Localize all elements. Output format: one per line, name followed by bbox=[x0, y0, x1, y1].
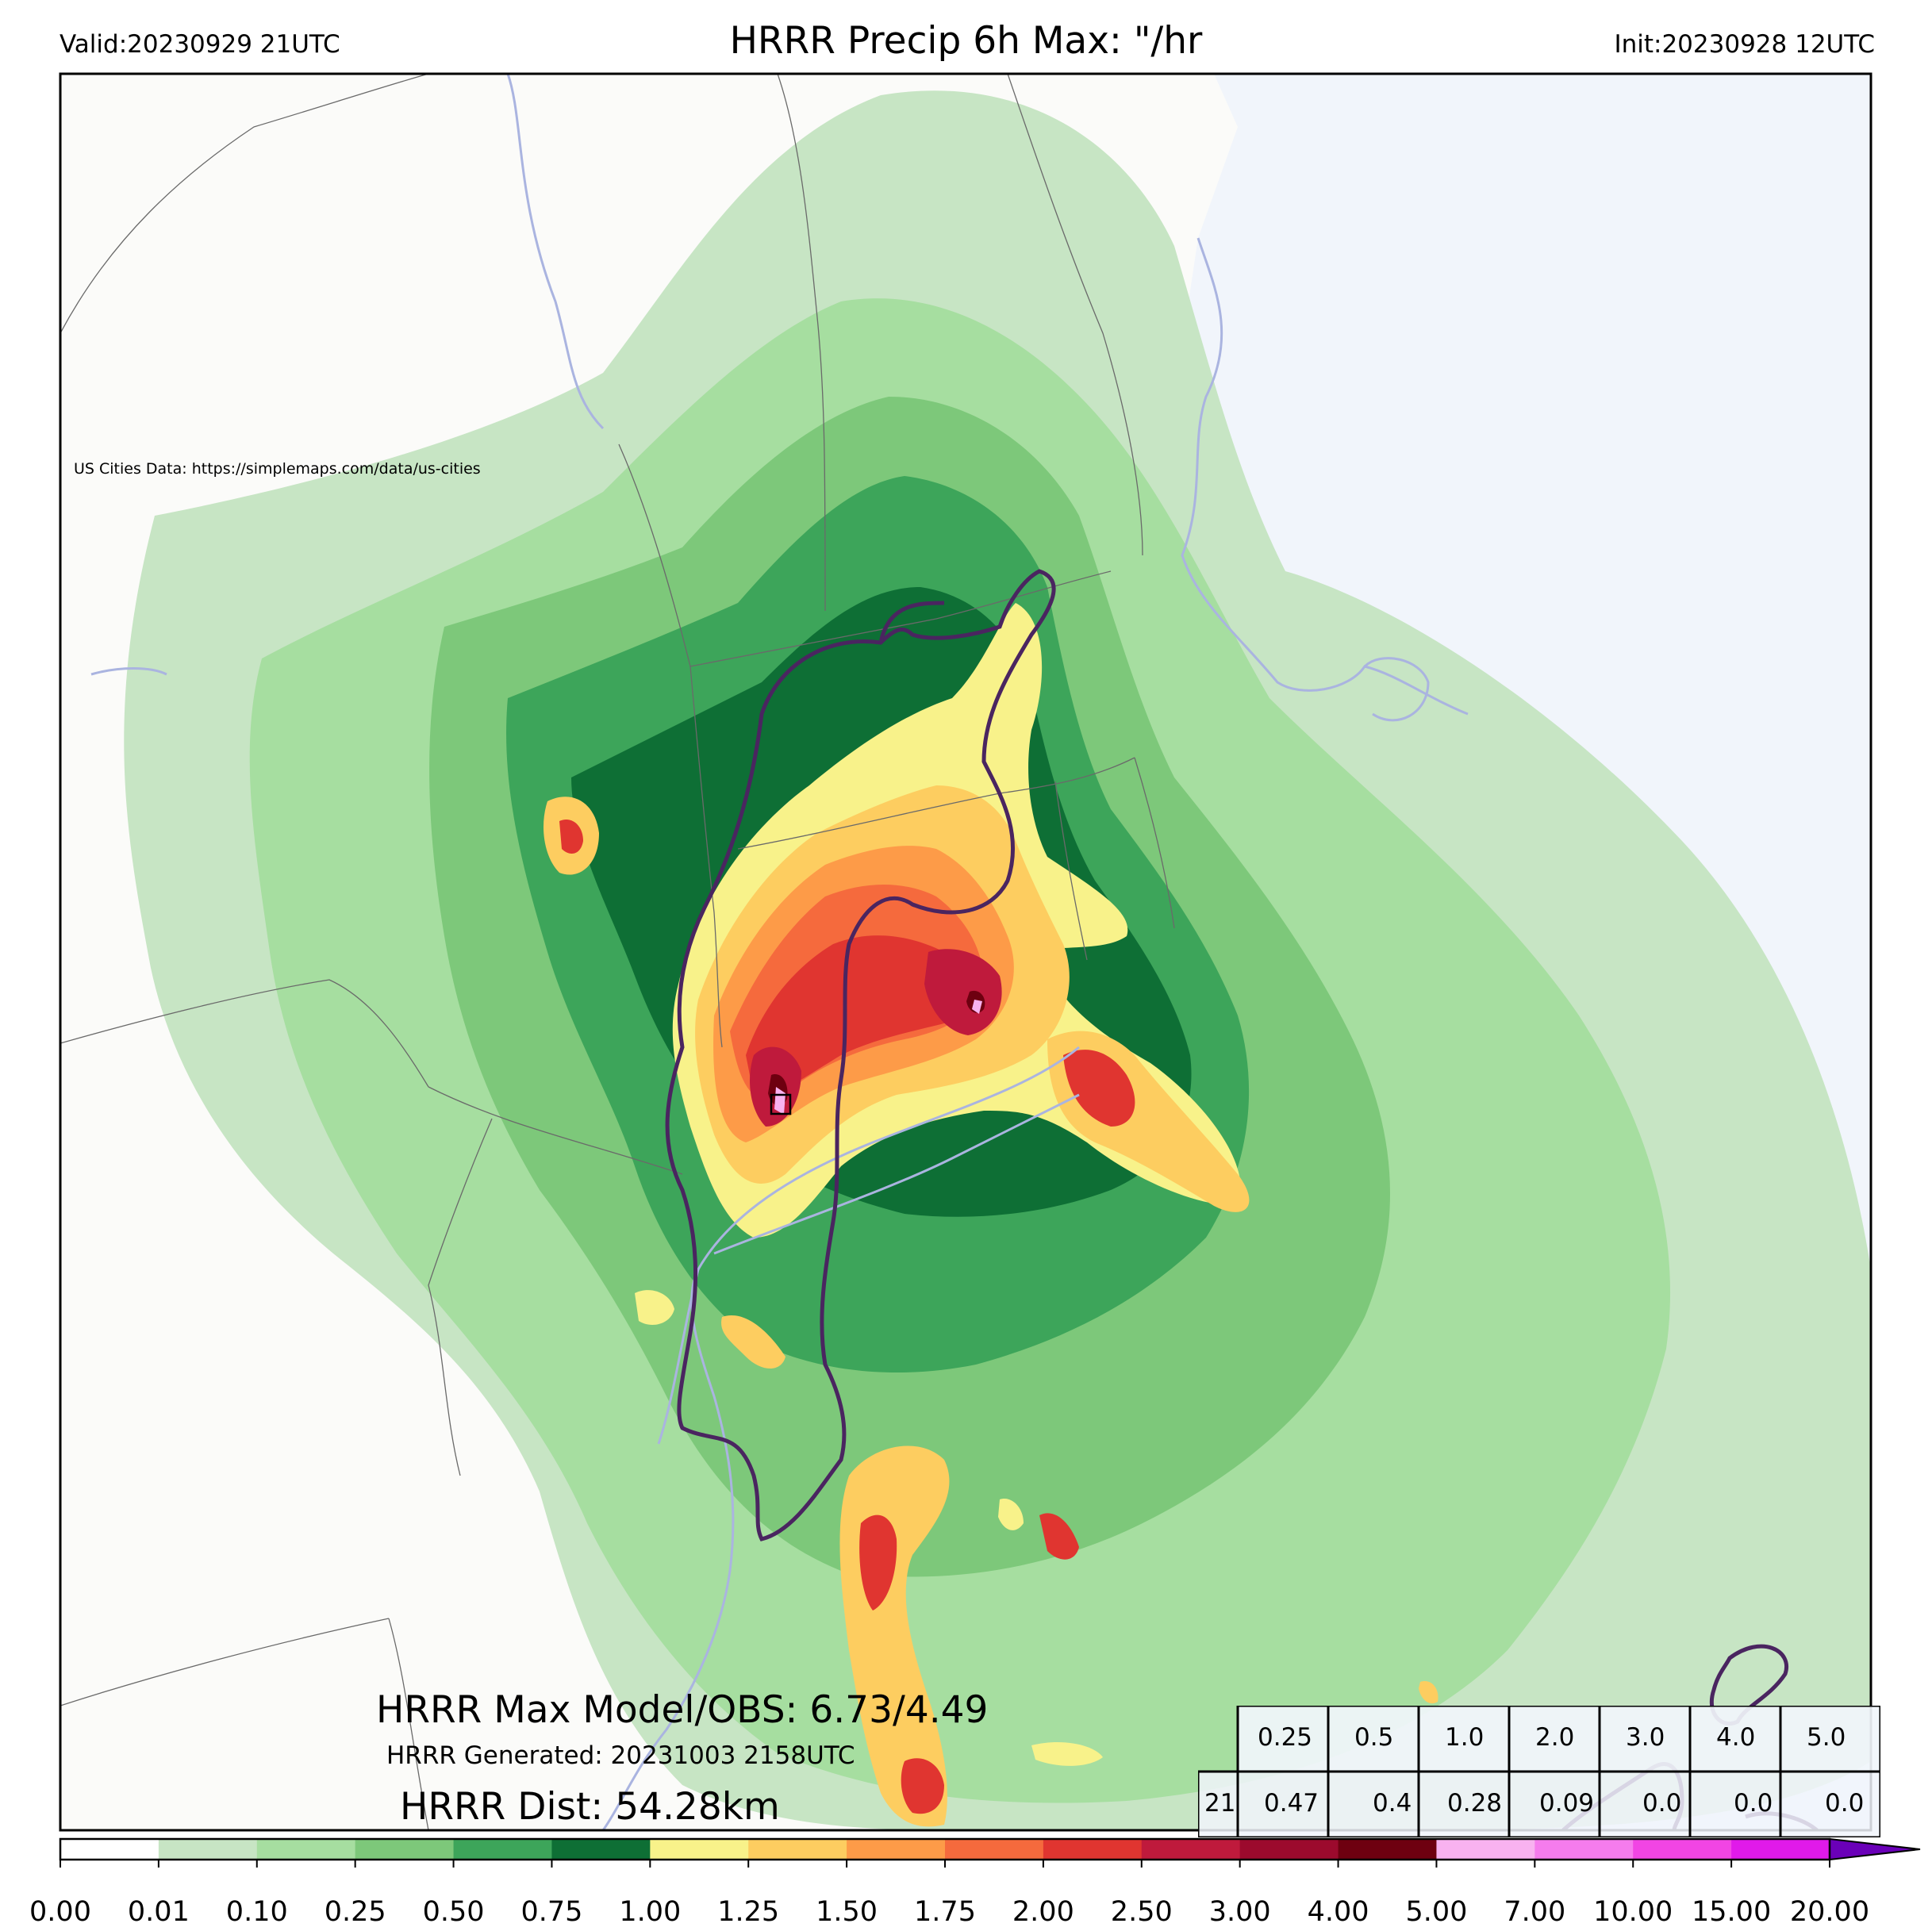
colorbar-segment bbox=[60, 1839, 159, 1860]
colorbar-segment bbox=[1338, 1839, 1437, 1860]
threshold-cell: 0.25 bbox=[1258, 1723, 1313, 1752]
value-cell: 0.09 bbox=[1539, 1789, 1595, 1818]
threshold-cell: 1.0 bbox=[1445, 1723, 1485, 1752]
colorbar-tick-label: 3.00 bbox=[1208, 1896, 1271, 1928]
stats-table-grid bbox=[1198, 1706, 1880, 1837]
colorbar-segments bbox=[60, 1839, 1830, 1860]
threshold-cell: 2.0 bbox=[1535, 1723, 1575, 1752]
max-location-marker bbox=[770, 1093, 792, 1115]
coastlines bbox=[90, 74, 1469, 1830]
precip-field bbox=[124, 90, 1871, 1830]
init-time-label: Init:20230928 12UTC bbox=[1614, 30, 1875, 59]
colorbar-segment bbox=[1141, 1839, 1241, 1860]
colorbar-tick-label: 0.10 bbox=[225, 1896, 288, 1928]
colorbar-tick-label: 0.75 bbox=[520, 1896, 583, 1928]
state-boundaries bbox=[60, 74, 1175, 1830]
value-cell: 0.0 bbox=[1825, 1789, 1865, 1818]
colorbar-segment bbox=[748, 1839, 847, 1860]
colorbar-tick-label: 5.00 bbox=[1405, 1896, 1468, 1928]
colorbar-tick-label: 1.00 bbox=[619, 1896, 682, 1928]
distance-label: HRRR Dist: 54.28km bbox=[400, 1785, 780, 1829]
colorbar-segment bbox=[1043, 1839, 1143, 1860]
page-title: HRRR Precip 6h Max: "/hr bbox=[729, 19, 1203, 63]
generated-label: HRRR Generated: 20231003 2158UTC bbox=[386, 1741, 855, 1770]
colorbar-segment bbox=[1534, 1839, 1634, 1860]
value-cell: 0.0 bbox=[1734, 1789, 1773, 1818]
threshold-cell: 0.5 bbox=[1354, 1723, 1394, 1752]
colorbar-segment bbox=[1633, 1839, 1732, 1860]
colorbar-tick-label: 0.00 bbox=[29, 1896, 91, 1928]
colorbar-tick-label: 4.00 bbox=[1307, 1896, 1369, 1928]
colorbar-tick-label: 10.00 bbox=[1593, 1896, 1673, 1928]
colorbar-segment bbox=[1436, 1839, 1535, 1860]
value-cell: 0.4 bbox=[1373, 1789, 1412, 1818]
colorbar-segment bbox=[1731, 1839, 1830, 1860]
colorbar-tick-label: 15.00 bbox=[1692, 1896, 1772, 1928]
colorbar-tick-label: 0.50 bbox=[422, 1896, 485, 1928]
colorbar-tick-marks bbox=[60, 1860, 1830, 1868]
data-credit: US Cities Data: https://simplemaps.com/d… bbox=[74, 460, 481, 478]
threshold-cell: 5.0 bbox=[1807, 1723, 1846, 1752]
value-cell: 0.28 bbox=[1447, 1789, 1503, 1818]
colorbar-tick-label: 0.01 bbox=[127, 1896, 190, 1928]
colorbar-segment bbox=[945, 1839, 1044, 1860]
colorbar-segment bbox=[256, 1839, 356, 1860]
map-frame bbox=[59, 72, 1872, 1832]
colorbar-tick-label: 1.25 bbox=[717, 1896, 780, 1928]
colorbar-segment bbox=[650, 1839, 749, 1860]
value-cell: 0.47 bbox=[1264, 1789, 1319, 1818]
row-label-cell: 21 bbox=[1204, 1789, 1236, 1818]
max-model-obs-label: HRRR Max Model/OBS: 6.73/4.49 bbox=[376, 1688, 989, 1732]
valid-time-label: Valid:20230929 21UTC bbox=[60, 30, 340, 59]
threshold-cell: 4.0 bbox=[1716, 1723, 1756, 1752]
colorbar-tick-label: 1.50 bbox=[816, 1896, 878, 1928]
colorbar-tick-label: 0.25 bbox=[324, 1896, 386, 1928]
colorbar-segment bbox=[355, 1839, 455, 1860]
colorbar-segment bbox=[1239, 1839, 1339, 1860]
colorbar-tick-label: 1.75 bbox=[914, 1896, 976, 1928]
value-cell: 0.0 bbox=[1642, 1789, 1682, 1818]
colorbar-extend-arrow bbox=[1829, 1837, 1921, 1861]
colorbar-tick-label: 2.00 bbox=[1012, 1896, 1074, 1928]
colorbar-segment bbox=[158, 1839, 258, 1860]
stats-table: 0.25 0.5 1.0 2.0 3.0 4.0 5.0 21 0.47 0.4… bbox=[1198, 1706, 1880, 1837]
colorbar-tick-label: 20.00 bbox=[1789, 1896, 1870, 1928]
colorbar-segment bbox=[453, 1839, 552, 1860]
colorbar-segment bbox=[847, 1839, 946, 1860]
colorbar-segment bbox=[551, 1839, 651, 1860]
threshold-cell: 3.0 bbox=[1626, 1723, 1665, 1752]
colorbar-tick-label: 7.00 bbox=[1504, 1896, 1566, 1928]
colorbar-tick-label: 2.50 bbox=[1110, 1896, 1173, 1928]
